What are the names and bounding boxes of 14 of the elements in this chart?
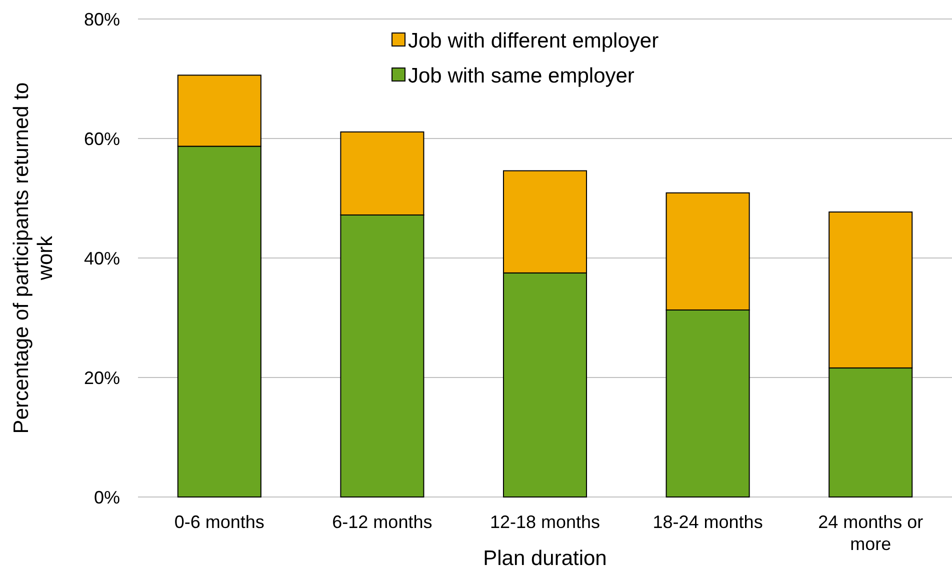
x-axis-title: Plan duration <box>483 547 607 570</box>
y-tick-label: 0% <box>94 487 120 508</box>
x-tick-label: 24 months or more <box>818 512 924 554</box>
x-tick-label: 12-18 months <box>490 512 600 532</box>
y-tick-label: 60% <box>84 128 120 149</box>
x-tick-label: 6-12 months <box>332 512 432 532</box>
y-tick-label: 40% <box>84 248 120 268</box>
x-tick-label: 0-6 months <box>174 512 264 532</box>
y-tick-label: 80% <box>84 9 120 30</box>
y-tick-label: 20% <box>84 368 120 388</box>
x-tick-label: 18-24 months <box>652 512 763 532</box>
y-axis-title: Percentage of participants returned to work <box>10 82 57 434</box>
legend-label: Job with different employer <box>408 29 659 52</box>
legend-label: Job with same employer <box>408 64 634 88</box>
